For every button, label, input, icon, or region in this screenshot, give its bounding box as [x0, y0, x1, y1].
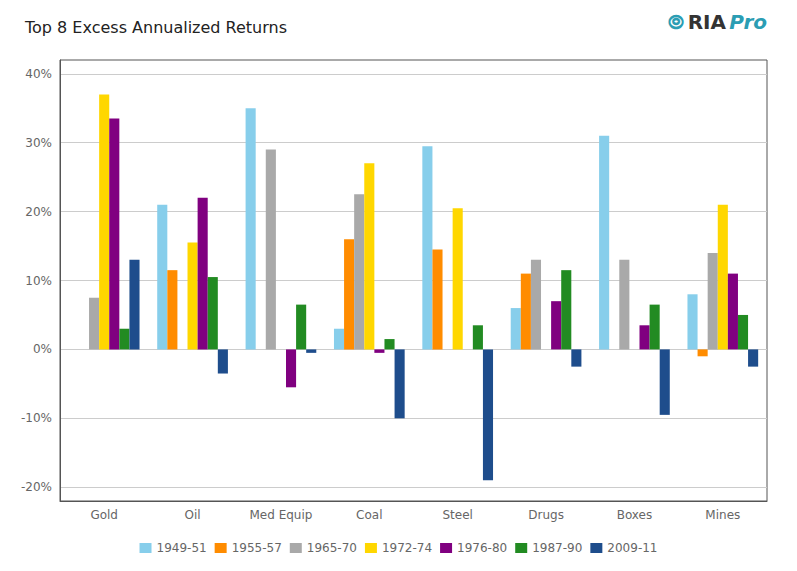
svg-text:Steel: Steel [442, 508, 472, 522]
svg-text:10%: 10% [25, 274, 52, 288]
svg-text:Oil: Oil [185, 508, 201, 522]
svg-text:Drugs: Drugs [528, 508, 564, 522]
svg-text:1972-74: 1972-74 [382, 541, 432, 555]
svg-text:1965-70: 1965-70 [307, 541, 357, 555]
svg-text:1949-51: 1949-51 [157, 541, 207, 555]
svg-text:Pro: Pro [729, 10, 767, 34]
svg-text:1987-90: 1987-90 [532, 541, 582, 555]
svg-text:Boxes: Boxes [617, 508, 653, 522]
svg-text:-20%: -20% [21, 480, 52, 494]
svg-text:Mines: Mines [705, 508, 740, 522]
svg-text:2009-11: 2009-11 [607, 541, 657, 555]
svg-text:30%: 30% [25, 136, 52, 150]
svg-text:⦾: ⦾ [668, 10, 684, 34]
svg-text:RIA: RIA [688, 10, 727, 34]
svg-text:1955-57: 1955-57 [232, 541, 282, 555]
svg-text:-10%: -10% [21, 411, 52, 425]
svg-text:Coal: Coal [356, 508, 382, 522]
svg-text:Gold: Gold [90, 508, 118, 522]
svg-text:0%: 0% [33, 342, 52, 356]
svg-text:Top 8 Excess Annualized Return: Top 8 Excess Annualized Returns [24, 18, 287, 37]
svg-text:20%: 20% [25, 205, 52, 219]
svg-text:40%: 40% [25, 67, 52, 81]
svg-text:1976-80: 1976-80 [457, 541, 507, 555]
svg-text:Med Equip: Med Equip [249, 508, 312, 522]
